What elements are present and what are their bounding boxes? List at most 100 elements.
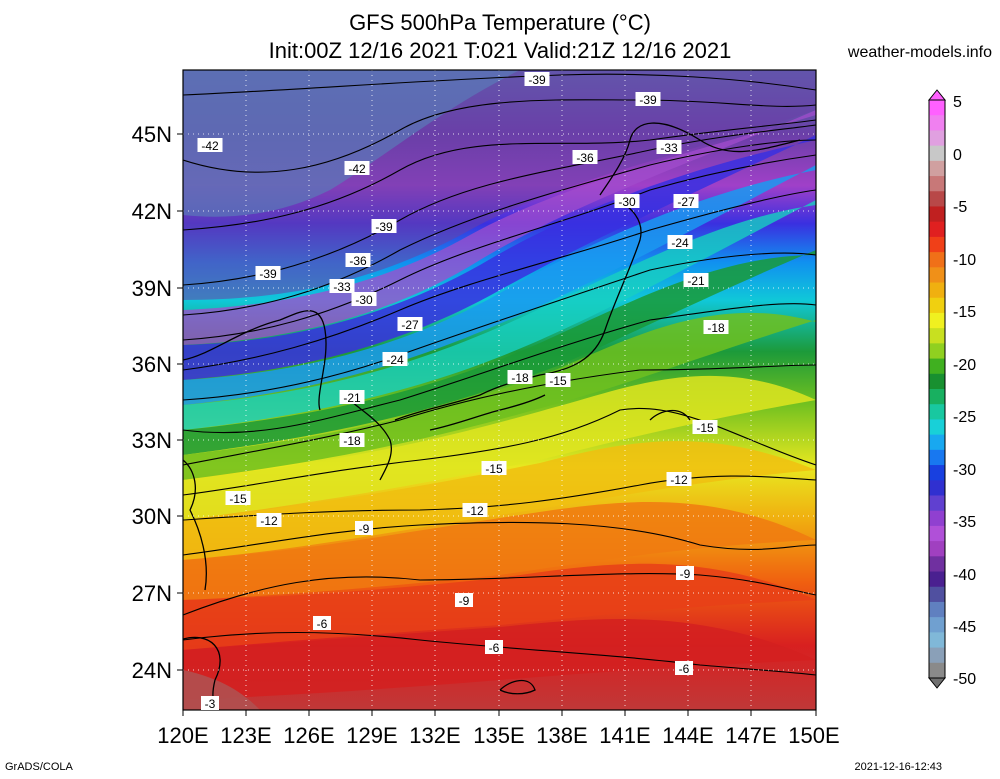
contour-label-bg: [572, 150, 598, 164]
map-title: GFS 500hPa Temperature (°C): [349, 10, 651, 35]
lat-label: 30N: [132, 504, 172, 529]
contour-label: -6: [489, 641, 500, 655]
isotherm-contours: [183, 73, 816, 676]
colorbar-swatch: [929, 343, 945, 360]
colorbar-swatch: [929, 404, 945, 420]
contour-label: -3: [205, 697, 216, 711]
contour-label-bg: [339, 433, 365, 447]
colorbar-swatch: [929, 465, 945, 481]
contour-label: -9: [680, 567, 691, 581]
contour-label: -18: [343, 434, 361, 448]
colorbar-bottom-arrow: [927, 677, 947, 689]
colorbar-swatch: [929, 373, 945, 390]
colorbar-swatch: [929, 647, 945, 664]
contour-label: -15: [229, 492, 247, 506]
contour-label-bg: [371, 219, 397, 233]
footer-credit: GrADS/COLA: [5, 761, 73, 773]
contour-label: -12: [670, 473, 688, 487]
lat-lon-grid: [183, 70, 816, 710]
colorbar-swatch: [929, 160, 945, 177]
contour-label: -15: [485, 462, 503, 476]
contour-label-bg: [351, 292, 377, 306]
lon-label: 150E: [788, 723, 839, 748]
colorbar-swatch: [929, 191, 945, 207]
lon-label: 132E: [409, 723, 460, 748]
contour-label: -39: [639, 93, 657, 107]
coastlines: [183, 122, 801, 710]
contour-label: -15: [549, 374, 567, 388]
contour-label-bg: [676, 566, 694, 580]
colorbar-swatch: [929, 556, 945, 573]
lon-label: 141E: [599, 723, 650, 748]
contour-label-bg: [692, 420, 718, 434]
colorbar-swatch: [929, 252, 945, 268]
lat-label: 45N: [132, 122, 172, 147]
contour-label-bg: [703, 320, 729, 334]
colorbar-label: -40: [953, 567, 976, 584]
lat-label: 27N: [132, 581, 172, 606]
contour-label: -39: [259, 267, 277, 281]
lat-label: 24N: [132, 658, 172, 683]
map-subtitle: Init:00Z 12/16 2021 T:021 Valid:21Z 12/1…: [268, 38, 732, 63]
contour-label-bg: [344, 161, 370, 175]
colorbar-label: -25: [953, 409, 976, 426]
colorbar-swatch: [929, 100, 945, 116]
contour-label-bg: [462, 503, 488, 517]
colorbar-label: -10: [953, 252, 976, 269]
lon-label: 123E: [220, 723, 271, 748]
colorbar-label: -15: [953, 304, 976, 321]
contour-label-bg: [481, 461, 507, 475]
colorbar-swatch: [929, 525, 945, 542]
contour-label: -12: [260, 514, 278, 528]
lon-label: 135E: [473, 723, 524, 748]
contour-label: -30: [355, 293, 373, 307]
contour-label-bg: [635, 92, 661, 106]
footer-timestamp: 2021-12-16-12:43: [854, 761, 942, 773]
contour-label: -6: [317, 617, 328, 631]
contour-label: -30: [618, 195, 636, 209]
latitude-labels: 45N 42N 39N 36N 33N 30N 27N 24N: [132, 122, 172, 683]
colorbar-swatch: [929, 282, 945, 299]
lon-label: 129E: [346, 723, 397, 748]
contour-label-bg: [345, 253, 371, 267]
contour-label-bg: [329, 279, 355, 293]
contour-label-bg: [197, 138, 223, 152]
contour-label-bg: [614, 194, 640, 208]
contour-label: -42: [348, 162, 366, 176]
colorbar-swatch: [929, 176, 945, 192]
colorbar-swatch: [929, 434, 945, 451]
colorbar-swatch: [929, 541, 945, 557]
colorbar-swatch: [929, 449, 945, 466]
colorbar: 5 0 -5 -10 -15 -20 -25 -30 -35 -40 -45 -…: [927, 89, 976, 689]
colorbar-swatch: [929, 145, 945, 162]
colorbar-labels: 5 0 -5 -10 -15 -20 -25 -30 -35 -40 -45 -…: [953, 94, 976, 688]
colorbar-swatch: [929, 267, 945, 284]
contour-label: -39: [375, 220, 393, 234]
site-name: weather-models.info: [847, 44, 992, 61]
contour-label: -9: [459, 594, 470, 608]
colorbar-swatch: [929, 662, 945, 679]
colorbar-label: -20: [953, 357, 976, 374]
longitude-labels: 120E 123E 126E 129E 132E 135E 138E 141E …: [157, 723, 839, 748]
colorbar-swatch: [929, 206, 945, 223]
contour-label: -12: [466, 504, 484, 518]
colorbar-label: -5: [953, 199, 967, 216]
colorbar-swatch: [929, 571, 945, 588]
colorbar-swatch: [929, 480, 945, 496]
contour-label-bg: [255, 266, 281, 280]
contour-label-bg: [225, 491, 251, 505]
contour-label-bg: [666, 472, 692, 486]
lon-label: 147E: [725, 723, 776, 748]
colorbar-swatch: [929, 617, 945, 633]
contour-label-bg: [545, 373, 571, 387]
contour-label: -18: [511, 371, 529, 385]
contour-label: -9: [359, 522, 370, 536]
colorbar-swatch: [929, 419, 945, 436]
contour-label: -6: [679, 662, 690, 676]
contour-label-bg: [397, 317, 423, 331]
contour-label-bg: [382, 352, 408, 366]
colorbar-label: -45: [953, 619, 976, 636]
lon-label: 138E: [536, 723, 587, 748]
contour-label: -36: [576, 151, 594, 165]
